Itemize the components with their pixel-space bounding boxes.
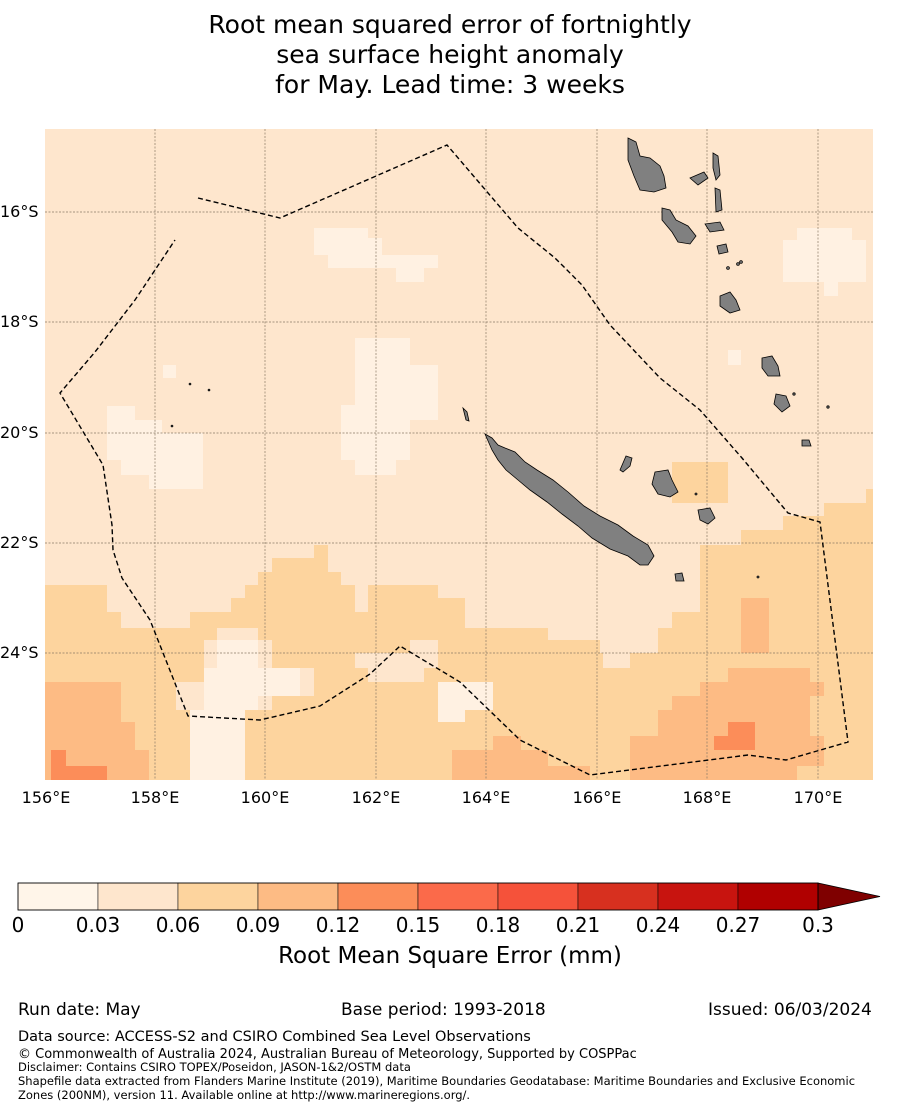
high-error-southeast — [630, 668, 824, 780]
ambrym-island — [704, 221, 725, 233]
lon-label-168e: 168°E — [682, 788, 732, 807]
maewo-island — [712, 152, 721, 181]
new-caledonia-island — [484, 433, 655, 566]
lowest-on-mid-patches — [190, 640, 493, 780]
colorbar-tick-label: 0.03 — [75, 913, 121, 937]
ouvea-island — [619, 455, 633, 473]
higher-error-southwest — [51, 750, 107, 780]
small-island-10 — [756, 575, 760, 579]
colorbar-tick-label: 0.15 — [395, 913, 441, 937]
small-island-4 — [792, 392, 796, 396]
colorbar-segments — [17, 882, 819, 911]
colorbar-tick-label: 0.09 — [235, 913, 281, 937]
colorbar-tick-label: 0.21 — [555, 913, 601, 937]
colorbar-tick-label: 0.3 — [802, 913, 834, 937]
small-island-9 — [694, 492, 698, 496]
lat-label-24s: 24°S — [0, 643, 39, 662]
mare-island — [697, 507, 716, 525]
lifou-island — [651, 469, 679, 498]
high-error-patches — [45, 598, 824, 780]
colorbar-tick-label: 0.24 — [635, 913, 681, 937]
colorbar-tick-label: 0 — [11, 913, 25, 937]
disclaimer: Disclaimer: Contains CSIRO TOPEX/Poseido… — [18, 1060, 411, 1074]
shapefile-credit-1: Shapefile data extracted from Flanders M… — [18, 1074, 856, 1088]
espiritu-santo-island — [627, 137, 667, 193]
issued-date: Issued: 06/03/2024 — [708, 1000, 872, 1020]
colorbar-label: Root Mean Square Error (mm) — [278, 943, 622, 969]
copyright: © Commonwealth of Australia 2024, Austra… — [18, 1047, 637, 1062]
lat-label-18s: 18°S — [0, 312, 39, 331]
colorbar-segment — [657, 882, 739, 911]
grande-terre-tip — [462, 406, 470, 422]
title-line-1: Root mean squared error of fortnightly — [208, 10, 692, 39]
colorbar-segment — [577, 882, 659, 911]
low-error-patch-central — [341, 338, 438, 475]
low-error-patch-dot-east — [728, 350, 741, 365]
low-error-patch-dot — [163, 365, 176, 378]
title-line-2: sea surface height anomaly — [276, 40, 624, 69]
colorbar-segment — [497, 882, 579, 911]
high-error-south — [452, 736, 590, 780]
lat-label-22s: 22°S — [0, 533, 39, 552]
high-error-east — [741, 598, 769, 653]
higher-error-southeast — [714, 722, 755, 750]
colorbar-segment — [177, 882, 259, 911]
malakula-island — [661, 207, 697, 245]
colorbar — [17, 882, 881, 911]
colorbar-tick-label: 0.18 — [475, 913, 521, 937]
small-island-7 — [207, 388, 211, 392]
lat-label-16s: 16°S — [0, 202, 39, 221]
lon-label-158e: 158°E — [130, 788, 180, 807]
small-island-8 — [170, 424, 174, 428]
lowest-on-mid-south-2 — [438, 682, 493, 722]
low-error-patch-east — [783, 228, 866, 296]
lon-label-164e: 164°E — [461, 788, 511, 807]
mid-error-patch-east — [672, 462, 728, 503]
efate-island — [719, 291, 741, 314]
colorbar-segment — [17, 882, 99, 911]
isle-of-pines — [674, 572, 685, 582]
lowest-on-mid-south-1 — [190, 640, 300, 780]
colorbar-extend-arrow — [817, 882, 881, 911]
lon-label-160e: 160°E — [240, 788, 290, 807]
small-island-5 — [826, 405, 830, 409]
run-date: Run date: May — [18, 1000, 141, 1020]
lon-label-170e: 170°E — [793, 788, 843, 807]
colorbar-tick-label: 0.06 — [155, 913, 201, 937]
colorbar-frame — [17, 882, 819, 911]
colorbar-segment — [257, 882, 339, 911]
colorbar-tick-label: 0.12 — [315, 913, 361, 937]
small-island-1 — [736, 262, 740, 266]
aneityum-island — [801, 439, 812, 447]
small-island-3 — [739, 260, 743, 264]
tanna-island — [773, 393, 791, 413]
lon-label-162e: 162°E — [351, 788, 401, 807]
erromango-island — [761, 355, 781, 377]
shapefile-credit-2: Zones (200NM), version 11. Available onl… — [18, 1088, 471, 1102]
epi-island — [716, 243, 729, 255]
colorbar-segment — [737, 882, 819, 911]
colorbar-segment — [97, 882, 179, 911]
colorbar-tick-label: 0.27 — [715, 913, 761, 937]
small-island-6 — [188, 382, 192, 386]
colorbar-segment — [417, 882, 499, 911]
lon-label-166e: 166°E — [572, 788, 622, 807]
data-source: Data source: ACCESS-S2 and CSIRO Combine… — [18, 1029, 531, 1045]
graticule — [45, 129, 873, 780]
low-on-mid-patch-2 — [603, 653, 630, 668]
title-line-3: for May. Lead time: 3 weeks — [275, 70, 625, 99]
high-error-west — [45, 682, 149, 780]
small-island-2 — [726, 266, 730, 270]
malo-island — [689, 171, 709, 186]
colorbar-segment — [337, 882, 419, 911]
lat-label-20s: 20°S — [0, 423, 39, 442]
lon-label-156e: 156°E — [21, 788, 71, 807]
land — [170, 137, 830, 582]
chart-title: Root mean squared error of fortnightly s… — [0, 10, 900, 100]
rmse-map — [45, 129, 873, 780]
higher-error-patches — [51, 722, 755, 780]
pentecost-island — [714, 187, 723, 213]
base-period: Base period: 1993-2018 — [341, 1000, 546, 1020]
